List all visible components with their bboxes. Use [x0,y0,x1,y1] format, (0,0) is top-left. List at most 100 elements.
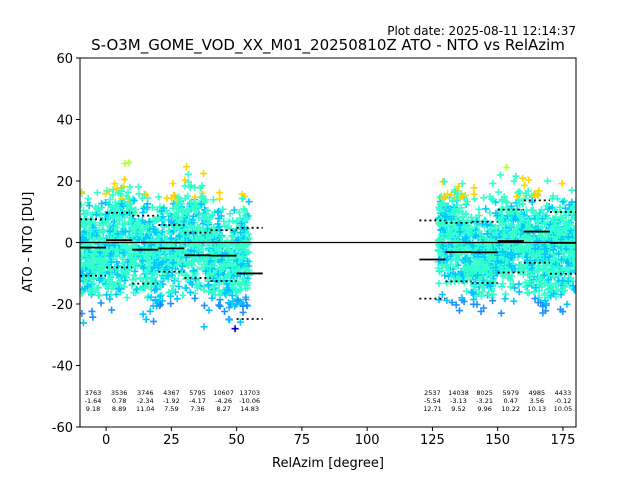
data-point [534,299,542,307]
data-point [89,260,97,267]
data-point [452,223,459,231]
data-point [119,253,127,261]
data-point [102,210,110,218]
data-point [186,288,194,296]
bin-label: 3763-1.649.18 [85,389,102,413]
data-point [559,287,566,295]
data-point [84,232,92,240]
y-tick-label: -40 [52,360,73,375]
data-point [558,180,566,188]
data-point [107,258,115,266]
data-point [187,182,195,190]
data-point [164,272,172,280]
data-point [238,275,246,283]
data-point [530,288,538,295]
data-point [202,255,210,263]
data-point [92,247,100,255]
y-tick-label: 20 [56,175,73,190]
data-point [488,287,496,295]
data-point [469,290,477,297]
data-point [117,190,124,198]
data-point [112,223,120,231]
data-point [559,248,567,256]
data-point [467,229,475,237]
data-point [150,225,158,233]
data-point [461,235,469,243]
bin-label-line: 12.71 [423,405,442,413]
data-point [556,231,564,239]
data-point [533,267,541,275]
bin-label: 14038-3.139.52 [448,389,469,413]
data-point [452,263,459,271]
data-point [86,258,93,266]
data-point [234,296,242,304]
data-point [239,195,247,203]
data-point [568,198,576,206]
data-point [116,281,124,289]
data-point [230,272,238,280]
data-point [513,192,521,200]
data-point [447,232,455,240]
data-point [127,204,135,212]
data-point [190,257,198,265]
data-point [171,212,179,220]
data-point [128,259,136,267]
data-point [205,281,213,289]
data-point [169,180,177,187]
data-point [113,246,121,254]
data-point [173,295,181,303]
bin-label-line: -4.26 [215,397,232,405]
data-point [527,236,535,243]
data-point [510,297,518,305]
bin-label-line: 0.78 [112,397,126,405]
data-point [215,207,223,215]
data-point [180,218,188,225]
bin-label-line: 8.89 [112,405,126,413]
data-point [134,220,142,228]
data-point [503,163,511,171]
data-point [197,200,205,208]
data-point [184,170,192,178]
data-point [550,222,558,230]
data-point [555,250,563,258]
data-point [195,214,203,222]
data-point [560,197,568,205]
data-point [176,233,184,240]
data-point [512,172,520,180]
data-point [435,247,443,255]
data-point [449,197,457,205]
data-point [533,237,541,245]
data-point [167,292,174,300]
data-point [565,253,573,261]
data-point [206,262,214,270]
data-point [464,225,472,233]
data-point [438,230,446,238]
data-point [151,259,158,267]
data-point [469,242,477,250]
data-point [204,206,212,214]
data-point [451,271,459,279]
data-point [435,279,443,287]
data-point [135,183,142,191]
data-point [209,226,217,234]
data-point [109,204,117,212]
data-point [242,246,250,253]
data-point [529,207,537,215]
data-point [499,280,507,288]
data-point [179,291,187,299]
data-point [460,247,468,255]
data-point [476,234,484,242]
data-point [200,302,208,310]
data-point [158,207,166,215]
data-point [113,252,121,260]
data-point [218,233,226,241]
data-point [159,258,167,266]
data-point [438,291,446,298]
data-point [214,270,222,278]
data-point [540,271,548,279]
data-point [82,224,90,232]
data-point [549,246,557,254]
data-point [485,250,493,257]
data-point [490,196,498,203]
